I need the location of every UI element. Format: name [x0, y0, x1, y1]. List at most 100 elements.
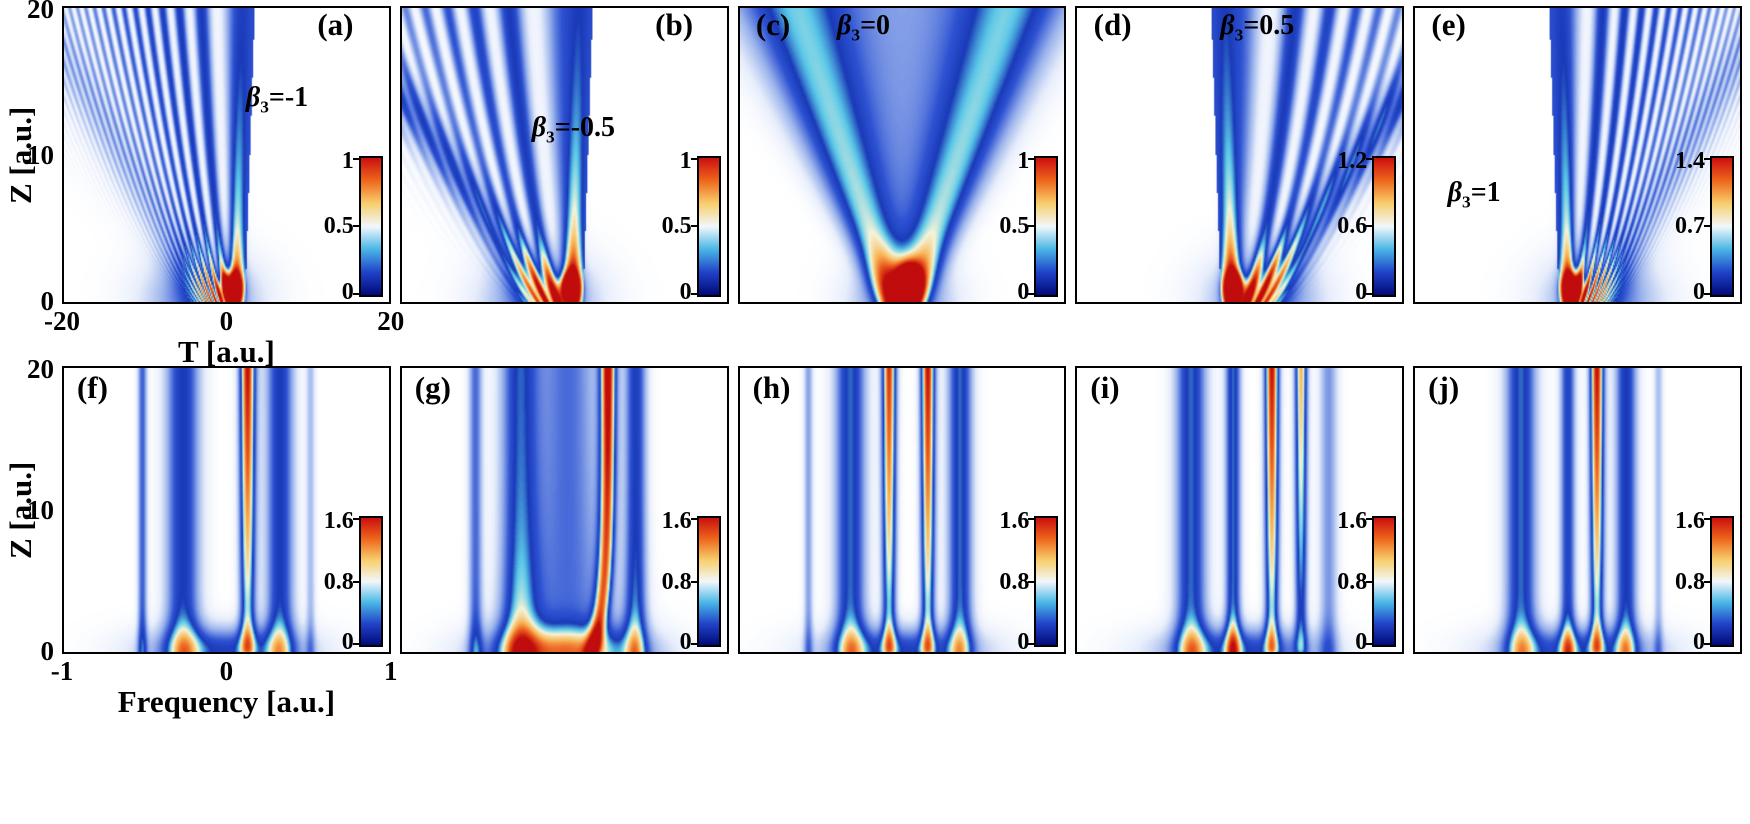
colorbar-tick: 0.5: [661, 213, 692, 240]
colorbar-tick-labels: 1 0.5 0: [323, 149, 354, 302]
beta3-label: β3=0: [837, 12, 890, 44]
colorbar-tick: 0.6: [1337, 213, 1368, 240]
heatmap-panel: (c) β3=0 1 0.5 0: [737, 6, 1067, 304]
x-tick: 0: [219, 656, 234, 686]
heatmap-canvas: [1077, 368, 1403, 652]
heatmap-canvas: [739, 368, 1065, 652]
y-tick: 20: [27, 0, 54, 24]
y-tick: 0: [40, 636, 55, 666]
colorbar-tickmark: [690, 518, 699, 521]
colorbar-tick-labels: 1.6 0.8 0: [662, 509, 692, 652]
colorbar-tickmark: [690, 580, 699, 583]
colorbar-tickmark: [1028, 157, 1037, 160]
y-tick: 0: [40, 286, 55, 316]
colorbar-tick: 0: [1692, 629, 1705, 654]
colorbar-tickmark: [1366, 225, 1375, 228]
beta-value: =0.5: [1243, 10, 1295, 42]
colorbar: 1.4 0.7 0: [1675, 149, 1734, 302]
colorbar-tick: 1.6: [661, 508, 692, 535]
colorbar-gradient: [690, 516, 721, 647]
beta-subscript: 3: [851, 26, 861, 45]
y-tick: 20: [27, 354, 54, 384]
colorbar: 1 0.5 0: [323, 149, 383, 302]
x-tick: 20: [377, 306, 405, 336]
panel-label: (b): [655, 7, 694, 43]
beta-subscript: 3: [546, 127, 555, 147]
colorbar-tickmark: [1028, 580, 1037, 583]
colorbar-tickmark: [352, 225, 361, 228]
beta-symbol: β: [531, 111, 547, 143]
colorbar-tickmark: [1366, 293, 1375, 295]
beta3-label: β3=-1: [246, 84, 308, 116]
colorbar-tick-labels: 1.6 0.8 0: [323, 509, 354, 652]
heatmap-panel: (b) β3=-0.5 1 0.5 0: [399, 6, 729, 304]
colorbar-tick: 0: [341, 279, 354, 304]
panel-label: (e): [1431, 7, 1466, 43]
beta-subscript: 3: [1234, 26, 1244, 45]
colorbar-tickmark: [690, 157, 699, 160]
x-tick: 0: [219, 306, 234, 336]
beta-symbol: β: [837, 10, 852, 42]
heatmap-canvas: [739, 8, 1065, 302]
colorbar-tickmark: [1703, 157, 1712, 160]
heatmap-panel: (e) β3=1 1.4 0.7 0: [1413, 6, 1742, 304]
panel-strip: (a) β3=-1 1 0.5 0 (b) β3=-0.5 1 0.5 0 (c) β3…: [62, 6, 1742, 304]
beta3-label: β3=0.5: [1220, 12, 1294, 44]
beta-symbol: β: [1220, 10, 1235, 42]
x-axis-ticks: -20 0 20: [44, 306, 404, 338]
beta3-label: β3=-0.5: [531, 111, 615, 147]
colorbar: 1.6 0.8 0: [323, 509, 383, 652]
beta-value: =-1: [268, 82, 309, 114]
panel-label: (f): [76, 370, 108, 406]
colorbar-tick: 1.6: [999, 508, 1030, 535]
beta-symbol: β: [1447, 176, 1462, 208]
colorbar-tickmark: [1366, 643, 1375, 645]
colorbar: 1.6 0.8 0: [662, 509, 721, 652]
colorbar: 1 0.5 0: [661, 149, 721, 302]
colorbar-tickmark: [1366, 518, 1375, 521]
colorbar: 1 0.5 0: [999, 149, 1059, 302]
x-tick: -20: [44, 306, 80, 336]
heatmap-canvas: [1415, 368, 1740, 652]
heatmap-canvas: [401, 368, 727, 652]
panel-label: (i): [1090, 370, 1120, 406]
colorbar-tick: 0.8: [1337, 568, 1368, 595]
colorbar-tick: 1.4: [1674, 147, 1705, 174]
colorbar-gradient: [352, 516, 383, 647]
heatmap-panel: (f) 1.6 0.8 0: [62, 366, 391, 654]
heatmap-canvas: [1077, 8, 1403, 302]
heatmap-panel: (d) β3=0.5 1.2 0.6 0: [1075, 6, 1405, 304]
colorbar-tickmark: [1703, 293, 1712, 295]
colorbar-tick-labels: 1.6 0.8 0: [1675, 509, 1705, 652]
colorbar-tick: 0.8: [999, 568, 1030, 595]
x-tick: 1: [384, 656, 398, 686]
beta-subscript: 3: [260, 98, 269, 118]
colorbar-tick: 0.5: [999, 213, 1030, 240]
colorbar-gradient: [352, 155, 383, 297]
colorbar-tick: 0: [679, 279, 692, 304]
heatmap-canvas: [1415, 8, 1740, 302]
colorbar-tick: 0: [341, 629, 354, 654]
heatmap-canvas: [64, 368, 389, 652]
panel-label: (d): [1093, 7, 1132, 43]
colorbar-tickmark: [1028, 293, 1037, 295]
colorbar-tickmark: [1366, 157, 1375, 160]
colorbar-tick-labels: 1.2 0.6 0: [1337, 149, 1368, 302]
colorbar-tickmark: [1366, 580, 1375, 583]
colorbar-tick: 1: [1017, 147, 1030, 174]
panel-label: (a): [317, 7, 354, 43]
panel-strip: (f) 1.6 0.8 0 (g) 1.6 0.8 0 (h) 1.6 0.8 0: [62, 366, 1742, 654]
colorbar-tickmark: [352, 643, 361, 645]
colorbar-tick-labels: 1.6 0.8 0: [1337, 509, 1368, 652]
colorbar-tick: 1.6: [323, 508, 354, 535]
colorbar-tick: 0.8: [323, 568, 354, 595]
colorbar-tickmark: [1028, 518, 1037, 521]
colorbar-gradient: [1703, 516, 1734, 647]
panel-label: (g): [414, 370, 451, 406]
colorbar-tickmark: [1703, 643, 1712, 645]
colorbar-tick: 0.5: [323, 213, 354, 240]
beta-subscript: 3: [1462, 192, 1471, 212]
colorbar-tick: 0: [1355, 629, 1368, 654]
colorbar: 1.6 0.8 0: [1337, 509, 1397, 652]
colorbar-gradient: [1703, 155, 1734, 297]
